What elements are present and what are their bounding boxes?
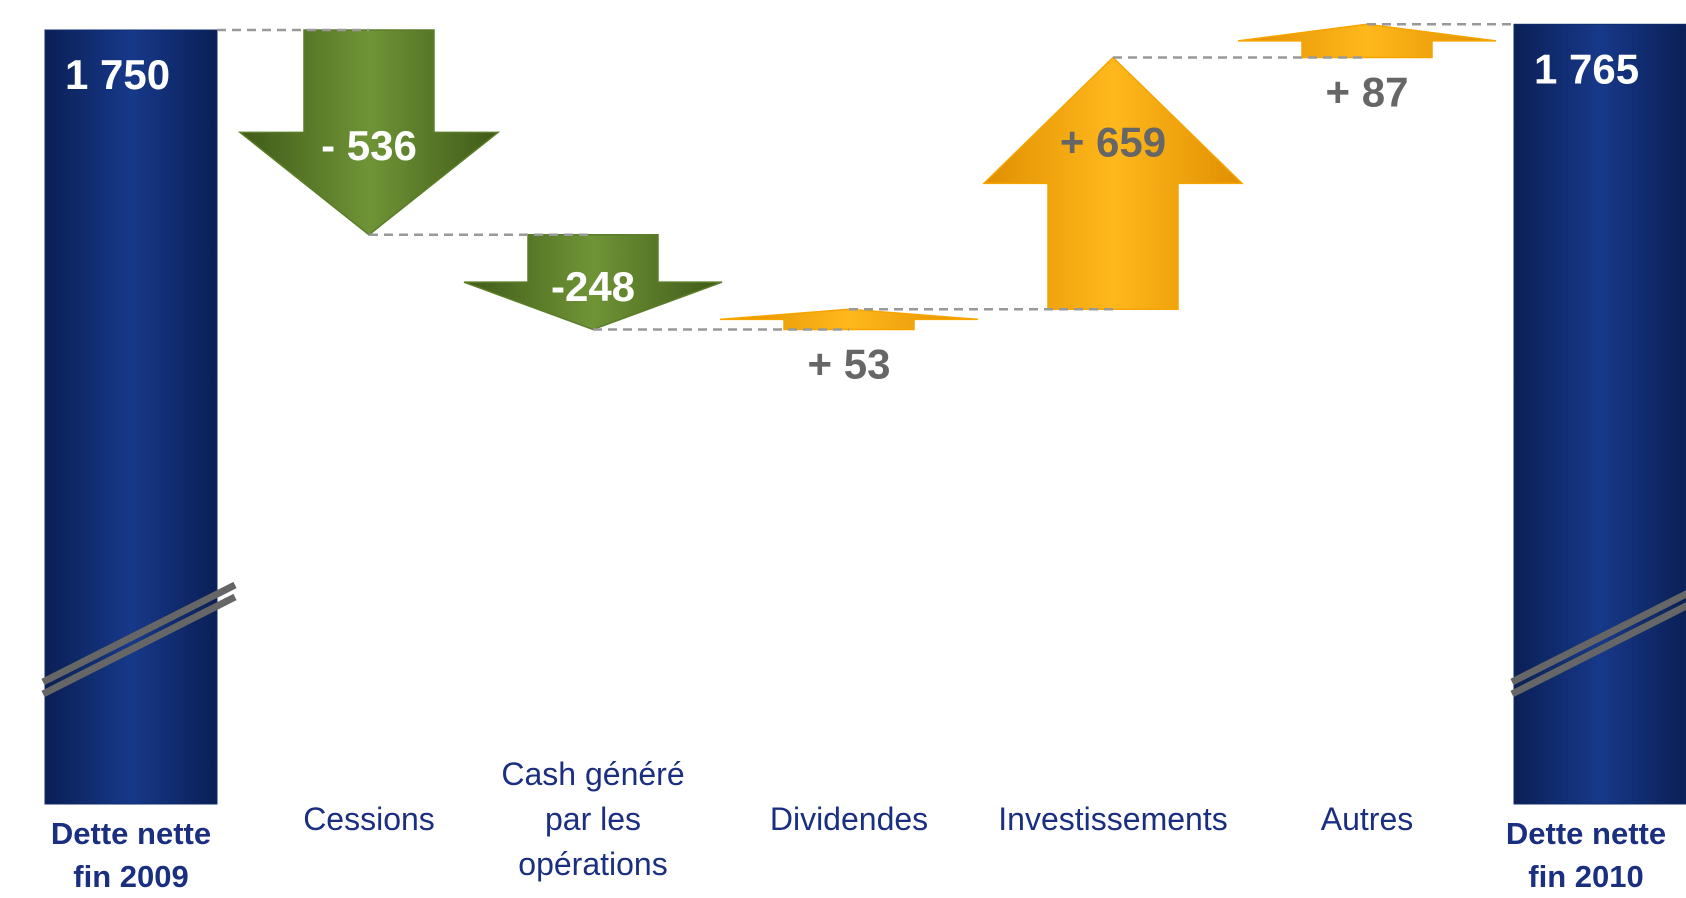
category-label: Dette nette fin 2010 bbox=[1505, 816, 1667, 894]
increase-arrow bbox=[1237, 23, 1497, 59]
increase-arrow bbox=[982, 56, 1244, 310]
category-label: Autres bbox=[1320, 800, 1414, 837]
decrease-arrow bbox=[237, 29, 501, 236]
value-label: 1 750 bbox=[65, 51, 170, 98]
total-bar bbox=[44, 29, 218, 805]
category-label: Cash généré par les opérations bbox=[501, 755, 685, 882]
value-label: 1 765 bbox=[1534, 45, 1639, 92]
decrease-arrow bbox=[463, 234, 723, 331]
value-label: + 659 bbox=[1060, 119, 1166, 166]
category-label: Cessions bbox=[303, 800, 435, 837]
value-label: -248 bbox=[551, 263, 635, 310]
axis-break bbox=[1510, 602, 1686, 698]
value-label: + 53 bbox=[808, 341, 891, 388]
category-label: Dette nette fin 2009 bbox=[50, 816, 212, 894]
value-label: - 536 bbox=[321, 122, 417, 169]
axis-break bbox=[41, 593, 237, 698]
increase-arrow bbox=[719, 308, 979, 331]
axis-break bbox=[1510, 590, 1686, 686]
category-label: Dividendes bbox=[769, 800, 929, 837]
value-label: + 87 bbox=[1326, 69, 1409, 116]
total-bar bbox=[1513, 23, 1686, 805]
category-label: Investissements bbox=[998, 800, 1228, 837]
axis-break bbox=[41, 581, 237, 686]
